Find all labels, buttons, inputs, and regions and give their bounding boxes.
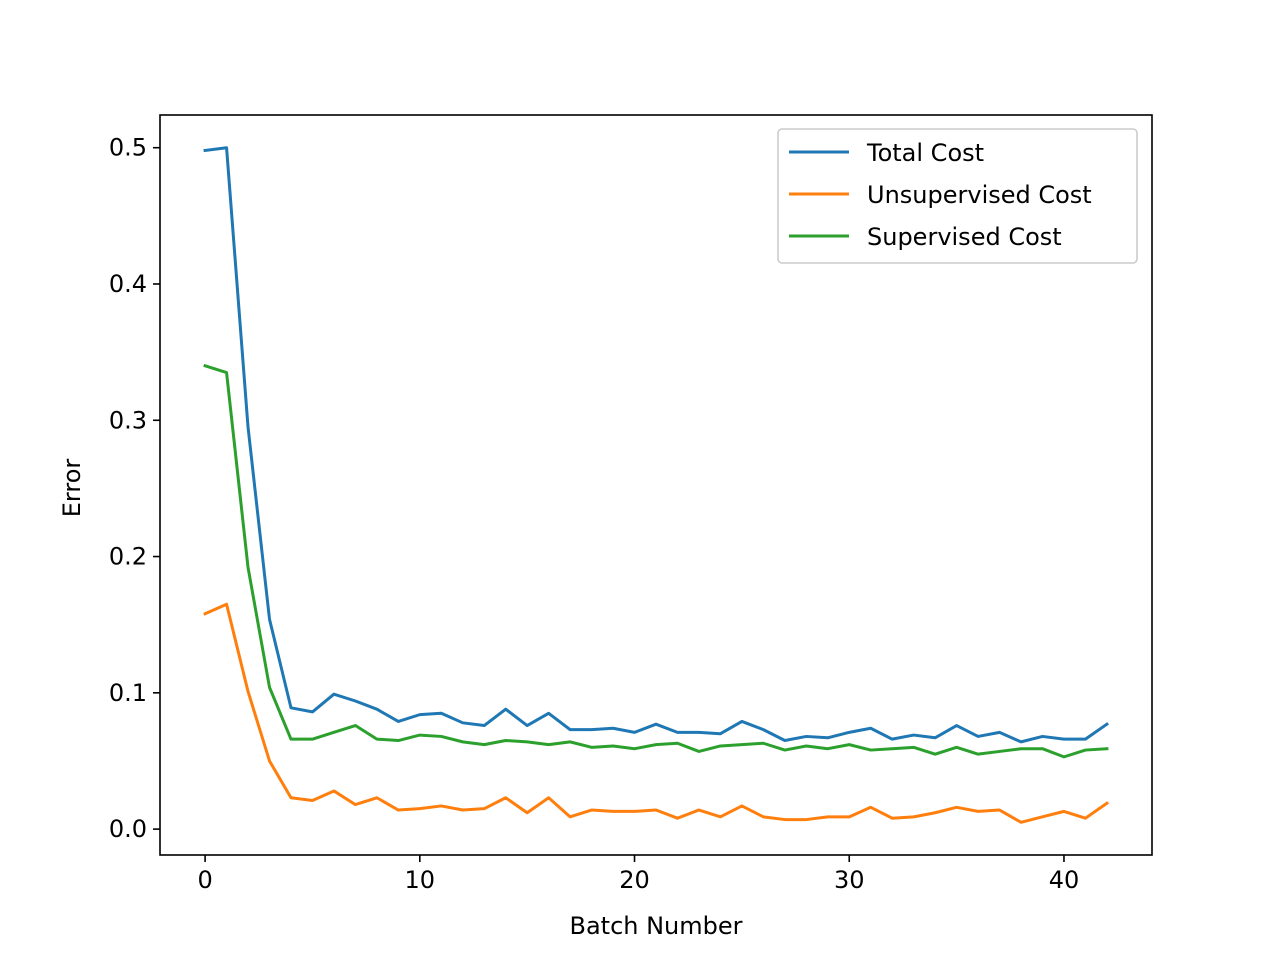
legend-label-supervised-cost: Supervised Cost [867,223,1062,251]
series-line-total-cost [203,146,1109,744]
x-axis: 0 10 20 30 40 [197,855,1079,894]
y-axis: 0.0 0.1 0.2 0.3 0.4 0.5 [109,134,160,843]
series-line-unsupervised-cost [203,602,1109,824]
legend: Total Cost Unsupervised Cost Supervised Co… [777,128,1138,264]
x-tick-label: 20 [619,866,650,894]
y-tick-label: 0.0 [109,815,147,843]
plot-frame [159,114,1153,856]
series-layer [203,146,1109,824]
series-line-supervised-cost [203,363,1109,759]
x-axis-label: Batch Number [569,912,742,940]
x-tick-label: 40 [1049,866,1080,894]
legend-label-unsupervised-cost: Unsupervised Cost [867,181,1092,209]
legend-label-total-cost: Total Cost [866,139,984,167]
x-tick-label: 0 [197,866,212,894]
x-tick-label: 10 [405,866,436,894]
y-axis-label: Error [58,459,86,518]
legend-box [777,128,1138,264]
y-tick-label: 0.1 [109,679,147,707]
y-tick-label: 0.3 [109,406,147,434]
x-tick-label: 30 [834,866,865,894]
y-tick-label: 0.5 [109,134,147,162]
y-tick-label: 0.2 [109,543,147,571]
y-tick-label: 0.4 [109,270,147,298]
